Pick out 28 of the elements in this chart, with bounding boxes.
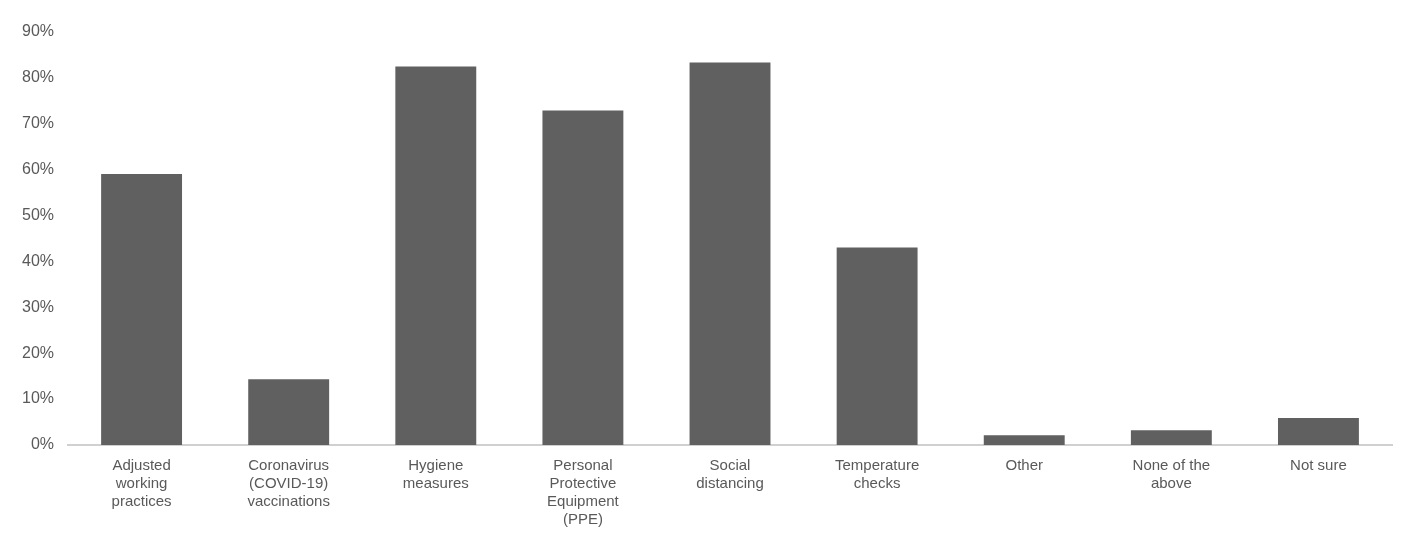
y-tick-label: 30%: [21, 297, 55, 315]
x-tick-label: Hygiene measures: [402, 456, 469, 492]
x-tick-label: Personal Protective Equipment (PPE): [547, 456, 620, 528]
y-tick-label: 0%: [30, 435, 55, 453]
bar: [1130, 430, 1212, 445]
y-tick-label: 70%: [21, 113, 55, 131]
y-tick-label: 80%: [21, 67, 55, 85]
x-tick-label: None of the above: [1132, 456, 1211, 492]
y-tick-label: 90%: [21, 22, 55, 40]
y-tick-label: 60%: [21, 159, 55, 177]
x-tick-label: Not sure: [1290, 456, 1347, 474]
x-tick-label: Coronavirus (COVID-19) vaccinations: [247, 456, 330, 510]
x-tick-label: Other: [1005, 456, 1043, 474]
bar: [101, 173, 183, 445]
bar: [1277, 417, 1359, 445]
x-tick-label: Social distancing: [696, 456, 764, 492]
bar: [542, 110, 624, 445]
bar: [395, 66, 477, 445]
bar: [689, 62, 771, 445]
y-tick-label: 10%: [21, 389, 55, 407]
bar: [983, 435, 1065, 445]
bar: [248, 379, 330, 445]
y-tick-label: 50%: [21, 205, 55, 223]
x-tick-label: Temperature checks: [835, 456, 920, 492]
bar: [836, 247, 918, 445]
y-tick-label: 40%: [21, 251, 55, 269]
y-tick-label: 20%: [21, 343, 55, 361]
x-tick-label: Adjusted working practices: [111, 456, 172, 510]
